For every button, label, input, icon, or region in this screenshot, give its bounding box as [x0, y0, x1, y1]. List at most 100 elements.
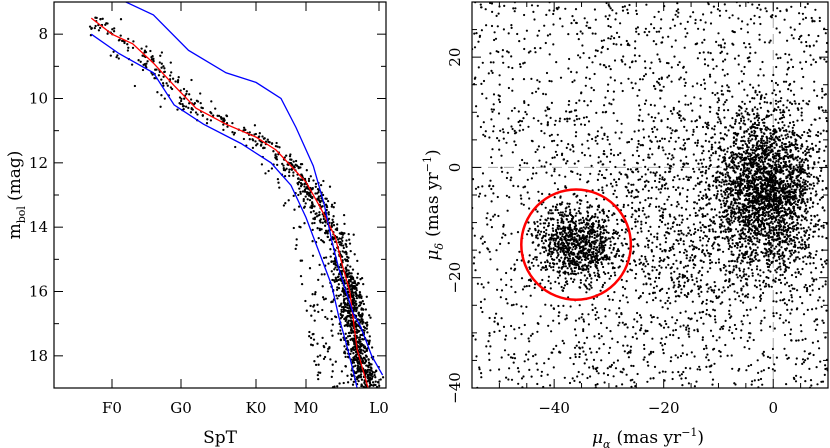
- right-cluster-point: [781, 126, 784, 129]
- right-field-point: [786, 243, 790, 246]
- left-data-point: [338, 382, 341, 385]
- right-field-point: [662, 149, 665, 152]
- right-field-point: [771, 14, 774, 17]
- left-data-point: [343, 298, 346, 301]
- right-field-point: [718, 248, 721, 251]
- right-field-point: [593, 245, 596, 248]
- left-data-point: [181, 103, 184, 106]
- right-field-point: [630, 215, 633, 219]
- right-field-point: [658, 58, 661, 61]
- left-data-point: [264, 172, 267, 175]
- left-data-point: [338, 304, 341, 308]
- right-field-point: [594, 274, 597, 277]
- right-field-point: [735, 266, 738, 269]
- right-field-point: [490, 156, 493, 159]
- right-field-point: [567, 33, 570, 36]
- right-field-point: [758, 90, 761, 94]
- right-field-point: [672, 286, 675, 289]
- right-field-point: [502, 28, 505, 31]
- left-data-point: [274, 144, 278, 148]
- right-field-point: [675, 319, 679, 322]
- left-data-point: [352, 365, 355, 368]
- right-field-point: [481, 185, 484, 188]
- right-field-point: [473, 234, 476, 237]
- right-field-point: [549, 163, 552, 166]
- right-field-point: [505, 194, 508, 197]
- right-field-point: [714, 93, 717, 96]
- right-field-point: [678, 273, 681, 276]
- right-cluster-point: [722, 180, 725, 183]
- right-field-point: [516, 367, 520, 370]
- left-data-point: [366, 339, 369, 342]
- right-field-point: [681, 218, 684, 221]
- right-field-point: [481, 242, 484, 245]
- right-field-point: [540, 215, 543, 218]
- right-field-point: [557, 304, 560, 308]
- right-field-point: [682, 162, 685, 165]
- right-field-point: [587, 147, 590, 150]
- right-field-point: [640, 324, 643, 327]
- right-field-point: [559, 117, 562, 120]
- right-field-point: [582, 52, 585, 55]
- right-field-point: [638, 114, 641, 117]
- left-data-point: [261, 135, 264, 138]
- right-field-point: [550, 133, 553, 136]
- left-data-point: [345, 268, 348, 271]
- right-field-point: [518, 164, 522, 167]
- right-field-point: [597, 332, 601, 336]
- left-data-point: [357, 304, 361, 308]
- right-field-point: [496, 195, 499, 199]
- right-field-point: [762, 350, 766, 353]
- right-field-point: [643, 30, 646, 34]
- right-cluster-point: [729, 228, 732, 231]
- right-field-point: [694, 120, 697, 123]
- left-sequence-line: [90, 17, 369, 388]
- right-field-point: [676, 267, 679, 270]
- right-field-point: [492, 103, 495, 106]
- left-data-point: [344, 243, 348, 246]
- left-data-point: [118, 38, 121, 41]
- right-field-point: [489, 61, 492, 64]
- right-field-point: [618, 299, 622, 302]
- right-field-point: [510, 267, 513, 270]
- right-field-point: [591, 308, 594, 312]
- right-field-point: [664, 302, 667, 305]
- right-field-point: [715, 214, 718, 217]
- right-field-point: [603, 153, 606, 156]
- right-field-point: [799, 190, 802, 193]
- left-data-point: [347, 232, 350, 236]
- right-field-point: [528, 254, 531, 257]
- right-field-point: [660, 324, 663, 327]
- right-field-point: [543, 24, 546, 27]
- right-field-point: [613, 59, 617, 62]
- right-field-point: [803, 50, 806, 53]
- right-field-point: [714, 318, 717, 321]
- right-field-point: [484, 8, 487, 11]
- right-field-point: [808, 367, 811, 370]
- right-field-point: [561, 152, 564, 155]
- right-field-point: [694, 18, 697, 21]
- right-field-point: [738, 274, 742, 277]
- right-field-point: [661, 176, 664, 179]
- right-field-point: [708, 255, 711, 258]
- right-field-point: [769, 39, 772, 42]
- right-cluster-point: [768, 285, 771, 288]
- right-field-point: [692, 153, 695, 156]
- right-field-point: [753, 22, 756, 25]
- right-field-point: [748, 42, 751, 46]
- right-field-point: [682, 240, 685, 243]
- right-field-point: [779, 281, 783, 284]
- right-field-point: [620, 131, 623, 134]
- left-data-point: [318, 219, 322, 222]
- right-field-point: [599, 160, 602, 163]
- right-field-point: [511, 151, 514, 154]
- right-field-point: [803, 241, 807, 244]
- right-field-point: [481, 235, 484, 238]
- right-field-point: [479, 300, 483, 303]
- right-field-point: [478, 192, 482, 195]
- right-field-point: [570, 22, 573, 25]
- right-field-point: [717, 106, 721, 109]
- right-field-point: [582, 328, 585, 331]
- right-field-point: [702, 51, 705, 54]
- right-field-point: [620, 122, 623, 125]
